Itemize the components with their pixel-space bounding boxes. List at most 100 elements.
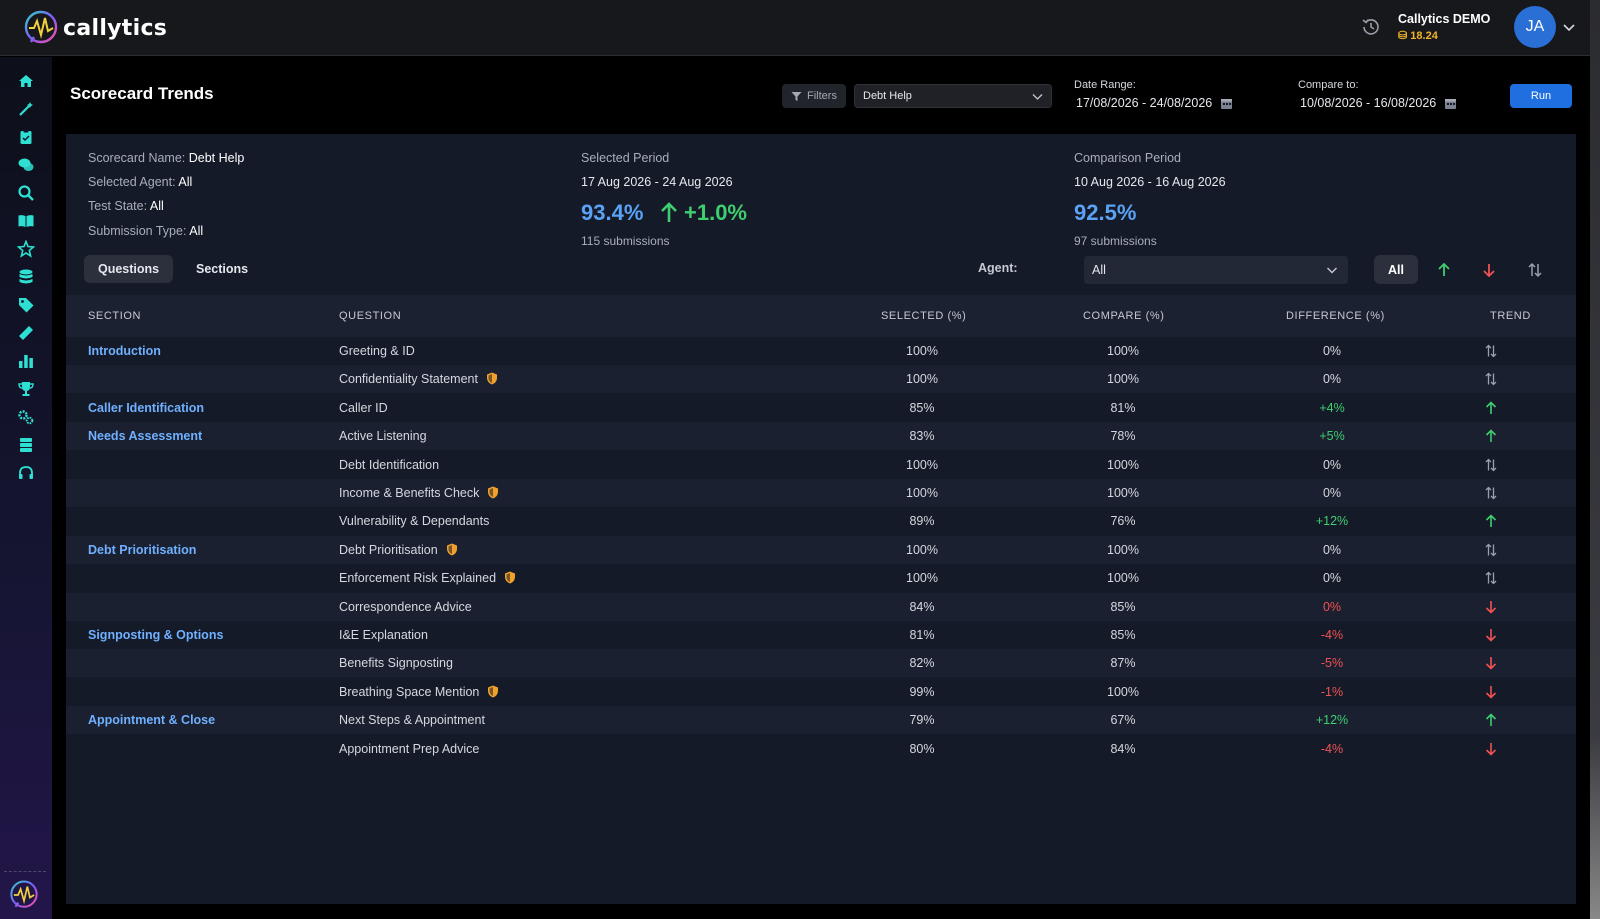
cogs-icon[interactable] (17, 408, 35, 426)
logo-mark-icon (24, 10, 58, 44)
selected-cell: 80% (909, 741, 935, 756)
compare-cell: 67% (1110, 713, 1136, 728)
top-bar: callytics Callytics DEMO ⛁ 18.24 JA (0, 0, 1590, 56)
shield-icon (438, 543, 458, 557)
run-button[interactable]: Run (1510, 84, 1572, 108)
column-header-selected[interactable]: SELECTED (%) (881, 310, 967, 322)
question-cell: Active Listening (339, 429, 427, 443)
home-icon[interactable] (17, 72, 35, 90)
app-logo[interactable]: callytics (22, 9, 167, 47)
calendar-icon[interactable] (1220, 97, 1233, 110)
difference-cell: -5% (1320, 656, 1344, 671)
section-link[interactable]: Debt Prioritisation (88, 542, 197, 557)
section-link[interactable]: Caller Identification (88, 400, 204, 415)
no-change-icon (1485, 372, 1497, 386)
clipboard-icon[interactable] (17, 128, 35, 146)
arrow-down-icon (1485, 742, 1497, 756)
table-row: Introduction Greeting & ID 100% 100% 0% (66, 337, 1576, 365)
tab-sections[interactable]: Sections (196, 262, 249, 276)
trend-filter-down-icon[interactable] (1481, 262, 1497, 278)
table-row: Appointment & Close Next Steps & Appointm… (66, 706, 1576, 735)
database-icon[interactable] (17, 268, 35, 286)
compare-cell: 84% (1110, 741, 1136, 756)
logo-mark-icon[interactable] (8, 879, 40, 911)
column-header-difference[interactable]: DIFFERENCE (%) (1286, 310, 1385, 322)
section-link[interactable]: Introduction (88, 344, 161, 358)
magic-wand-icon[interactable] (17, 100, 35, 118)
compare-cell: 100% (1107, 486, 1139, 500)
star-icon[interactable] (16, 239, 36, 258)
arrow-up-icon (661, 202, 677, 222)
chat-icon[interactable] (17, 156, 35, 174)
selected-agent-line: Selected Agent: All (88, 175, 192, 189)
difference-cell: -4% (1320, 741, 1344, 756)
compare-range-input[interactable]: 10/08/2026 - 16/08/2026 (1300, 96, 1457, 110)
selected-cell: 100% (906, 457, 938, 472)
bar-chart-icon[interactable] (17, 352, 35, 370)
compare-cell: 100% (1107, 372, 1139, 387)
tab-questions[interactable]: Questions (84, 255, 174, 283)
selected-period-dates: 17 Aug 2026 - 24 Aug 2026 (581, 175, 733, 189)
tag-icon[interactable] (17, 296, 35, 314)
table-row: Benefits Signposting 82% 87% -5% (66, 649, 1576, 678)
history-icon[interactable] (1360, 16, 1382, 38)
agent-select[interactable]: All (1084, 256, 1348, 284)
question-label: I&E Explanation (339, 628, 428, 642)
layers-icon[interactable] (17, 436, 35, 454)
table-row: Correspondence Advice 84% 85% 0% (66, 592, 1576, 621)
table-row: Signposting & Options I&E Explanation 81% 8… (66, 621, 1576, 649)
scorecard-select[interactable]: Debt Help (854, 84, 1052, 108)
selected-cell: 100% (906, 372, 938, 387)
question-cell: Correspondence Advice (339, 600, 472, 614)
no-change-icon (1485, 571, 1497, 585)
selected-cell: 100% (906, 486, 938, 500)
avatar[interactable]: JA (1514, 6, 1556, 48)
question-cell: Breathing Space Mention (339, 685, 499, 699)
comparison-period-score: 92.5% (1074, 200, 1137, 225)
compare-cell: 81% (1110, 400, 1136, 415)
trend-filter-all-button[interactable]: All (1374, 255, 1418, 284)
column-header-compare[interactable]: COMPARE (%) (1083, 310, 1165, 322)
column-header-section[interactable]: SECTION (88, 310, 142, 322)
selected-agent-label: Selected Agent: (88, 175, 176, 189)
selected-cell: 84% (909, 599, 935, 614)
window-edge (1590, 0, 1600, 919)
difference-cell: 0% (1322, 372, 1342, 387)
headset-icon[interactable] (17, 464, 35, 482)
no-change-icon (1485, 458, 1497, 472)
question-cell: Greeting & ID (339, 344, 415, 358)
table-row: Debt Identification 100% 100% 0% (66, 451, 1576, 479)
calendar-icon[interactable] (1444, 97, 1457, 110)
filters-button[interactable]: Filters (782, 84, 846, 108)
ruler-icon[interactable] (17, 324, 35, 342)
section-link[interactable]: Appointment & Close (88, 713, 216, 728)
trophy-icon[interactable] (17, 380, 35, 398)
column-header-question[interactable]: QUESTION (339, 310, 402, 322)
book-icon[interactable] (17, 212, 35, 230)
table-row: Income & Benefits Check 100% 100% 0% (66, 479, 1576, 507)
comparison-period-submissions: 97 submissions (1074, 234, 1157, 248)
section-link[interactable]: Needs Assessment (88, 429, 203, 444)
chevron-down-icon (1327, 267, 1337, 274)
agent-select-value: All (1092, 263, 1106, 277)
column-header-trend[interactable]: TREND (1490, 310, 1531, 322)
difference-cell: -4% (1320, 628, 1344, 642)
filters-label: Filters (807, 90, 837, 102)
arrow-down-icon (1485, 629, 1497, 642)
difference-cell: 0% (1322, 457, 1342, 472)
difference-cell: +4% (1319, 400, 1345, 415)
difference-cell: +12% (1315, 514, 1349, 529)
date-range-input[interactable]: 17/08/2026 - 24/08/2026 (1076, 96, 1233, 110)
scorecard-name-value: Debt Help (188, 151, 245, 165)
selected-cell: 100% (906, 344, 938, 358)
search-icon[interactable] (17, 184, 35, 202)
account-info[interactable]: Callytics DEMO ⛁ 18.24 (1398, 12, 1490, 42)
question-cell: Next Steps & Appointment (339, 713, 485, 727)
logo-text: callytics (63, 15, 168, 41)
trend-filter-up-icon[interactable] (1436, 262, 1452, 278)
comparison-period-label: Comparison Period (1074, 151, 1181, 165)
trend-filter-same-icon[interactable] (1527, 262, 1543, 278)
chevron-down-icon[interactable] (1562, 20, 1576, 34)
section-link[interactable]: Signposting & Options (88, 628, 224, 642)
question-label: Breathing Space Mention (339, 684, 480, 699)
